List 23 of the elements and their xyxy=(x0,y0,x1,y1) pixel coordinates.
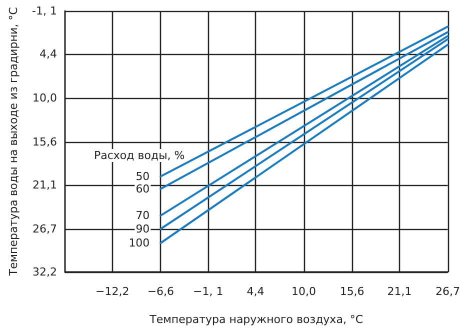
series-label: 60 xyxy=(136,182,150,196)
x-tick-label: −1, 1 xyxy=(192,285,224,298)
legend-title: Расход воды, % xyxy=(94,149,185,162)
x-tick-label: −6,6 xyxy=(147,285,174,298)
x-tick-label: −12,2 xyxy=(96,285,130,298)
y-tick-label: 10,0 xyxy=(32,92,57,104)
series-label: 70 xyxy=(136,209,150,222)
x-tick-label: 4,4 xyxy=(246,285,264,298)
y-tick-label: 4,4 xyxy=(40,48,57,61)
y-tick-label: -1, 1 xyxy=(32,4,57,18)
x-tick-label: 15,6 xyxy=(340,285,364,298)
series-label: 90 xyxy=(136,222,150,236)
series-label: 50 xyxy=(136,170,150,183)
y-tick-label: 15,6 xyxy=(32,135,57,148)
x-tick-label: 26,7 xyxy=(436,285,460,298)
y-tick-label: 21,1 xyxy=(32,178,57,192)
x-tick-label: 10,0 xyxy=(292,285,316,298)
series-label: 100 xyxy=(128,236,150,250)
x-axis-title: Температура наружного воздуха, °C xyxy=(148,313,364,326)
x-tick-label: 21,1 xyxy=(387,285,412,298)
y-tick-label: 26,7 xyxy=(32,222,57,236)
y-tick-label: 32,2 xyxy=(32,266,57,278)
y-axis-title: Температура воды на выходе из градирни, °C xyxy=(7,6,20,277)
